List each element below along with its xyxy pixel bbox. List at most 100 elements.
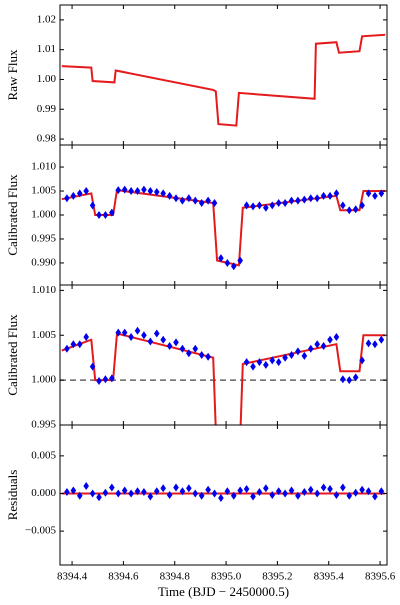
binned-point bbox=[205, 485, 211, 494]
binned-point bbox=[218, 254, 224, 263]
binned-point bbox=[359, 485, 365, 494]
binned-point bbox=[160, 484, 166, 493]
binned-point bbox=[346, 491, 353, 500]
binned-point bbox=[218, 494, 224, 503]
binned-point bbox=[372, 191, 378, 200]
binned-point bbox=[295, 491, 301, 500]
binned-point bbox=[121, 185, 128, 194]
binned-point bbox=[340, 201, 346, 210]
binned-point bbox=[211, 489, 218, 498]
binned-point bbox=[64, 487, 70, 496]
y-tick-label: 1.000 bbox=[31, 209, 56, 221]
binned-point bbox=[76, 189, 83, 198]
binned-point bbox=[141, 185, 147, 194]
x-tick-label: 8394.6 bbox=[108, 571, 139, 583]
binned-point bbox=[147, 492, 154, 501]
binned-point bbox=[263, 484, 269, 493]
binned-point bbox=[128, 187, 134, 196]
binned-point bbox=[288, 351, 295, 359]
y-tick-label: −0.005 bbox=[25, 525, 56, 537]
plot-area bbox=[61, 185, 386, 271]
binned-point bbox=[295, 347, 301, 356]
binned-point bbox=[198, 491, 205, 500]
binned-point bbox=[192, 344, 199, 353]
binned-point bbox=[346, 206, 353, 215]
binned-point bbox=[89, 489, 96, 498]
binned-point bbox=[173, 194, 179, 203]
binned-point bbox=[282, 489, 288, 498]
x-tick-label: 8395.6 bbox=[365, 571, 396, 583]
plot-area bbox=[61, 33, 386, 127]
binned-point bbox=[83, 187, 89, 196]
binned-point bbox=[102, 375, 109, 384]
model-line bbox=[61, 332, 386, 425]
binned-point bbox=[160, 335, 166, 344]
binned-point bbox=[250, 492, 256, 501]
binned-point bbox=[237, 486, 243, 495]
binned-point bbox=[320, 191, 327, 200]
binned-point bbox=[333, 189, 340, 198]
binned-point bbox=[198, 199, 205, 208]
binned-point bbox=[352, 373, 359, 382]
y-tick-label: 1.010 bbox=[31, 284, 56, 296]
binned-point bbox=[250, 202, 256, 211]
binned-point bbox=[134, 326, 141, 335]
binned-point bbox=[269, 201, 276, 210]
binned-point bbox=[230, 262, 237, 271]
binned-point bbox=[282, 199, 288, 208]
binned-point bbox=[256, 358, 263, 367]
binned-point bbox=[102, 488, 109, 497]
binned-point bbox=[121, 486, 128, 495]
y-tick-label: 1.005 bbox=[31, 329, 56, 341]
binned-point bbox=[307, 344, 314, 353]
binned-point bbox=[365, 189, 372, 198]
binned-point bbox=[83, 481, 89, 490]
binned-point bbox=[76, 340, 83, 349]
binned-point bbox=[340, 483, 346, 492]
binned-point bbox=[115, 328, 122, 337]
model-line bbox=[61, 33, 386, 127]
y-tick-label: 0.005 bbox=[31, 449, 56, 461]
binned-point bbox=[64, 194, 70, 203]
binned-point bbox=[70, 340, 77, 349]
binned-point bbox=[211, 199, 218, 208]
binned-point bbox=[230, 491, 237, 500]
binned-point bbox=[96, 377, 102, 386]
binned-point bbox=[365, 487, 372, 496]
y-tick-label: 0.990 bbox=[31, 256, 56, 268]
binned-point bbox=[109, 483, 115, 492]
y-tick-label: 0.98 bbox=[37, 133, 57, 145]
x-tick-label: 8395.0 bbox=[211, 571, 242, 583]
binned-point bbox=[141, 331, 147, 340]
binned-point bbox=[153, 487, 160, 496]
binned-point bbox=[275, 199, 282, 208]
binned-point bbox=[378, 335, 385, 344]
binned-point bbox=[186, 484, 192, 493]
binned-point bbox=[147, 187, 154, 196]
binned-point bbox=[282, 353, 288, 362]
y-tick-label: 1.000 bbox=[31, 374, 56, 386]
binned-point bbox=[320, 483, 327, 492]
binned-point bbox=[70, 486, 77, 495]
binned-point bbox=[359, 356, 365, 365]
y-tick-label: 0.99 bbox=[37, 103, 57, 115]
binned-point bbox=[243, 358, 250, 367]
binned-point bbox=[256, 201, 263, 210]
binned-point bbox=[372, 340, 378, 349]
binned-point bbox=[205, 196, 211, 205]
binned-point bbox=[275, 358, 282, 367]
binned-point bbox=[224, 487, 231, 496]
binned-point bbox=[269, 491, 276, 499]
binned-point bbox=[224, 258, 231, 267]
y-tick-label: 0.995 bbox=[31, 233, 56, 245]
binned-point bbox=[352, 488, 359, 497]
binned-point bbox=[70, 191, 77, 200]
binned-point bbox=[320, 342, 327, 351]
binned-point bbox=[121, 328, 128, 337]
y-axis-label: Raw Flux bbox=[5, 49, 20, 100]
binned-point bbox=[378, 189, 385, 198]
model-line bbox=[61, 188, 386, 267]
plot-area bbox=[60, 326, 387, 425]
x-tick-label: 8394.8 bbox=[160, 571, 191, 583]
